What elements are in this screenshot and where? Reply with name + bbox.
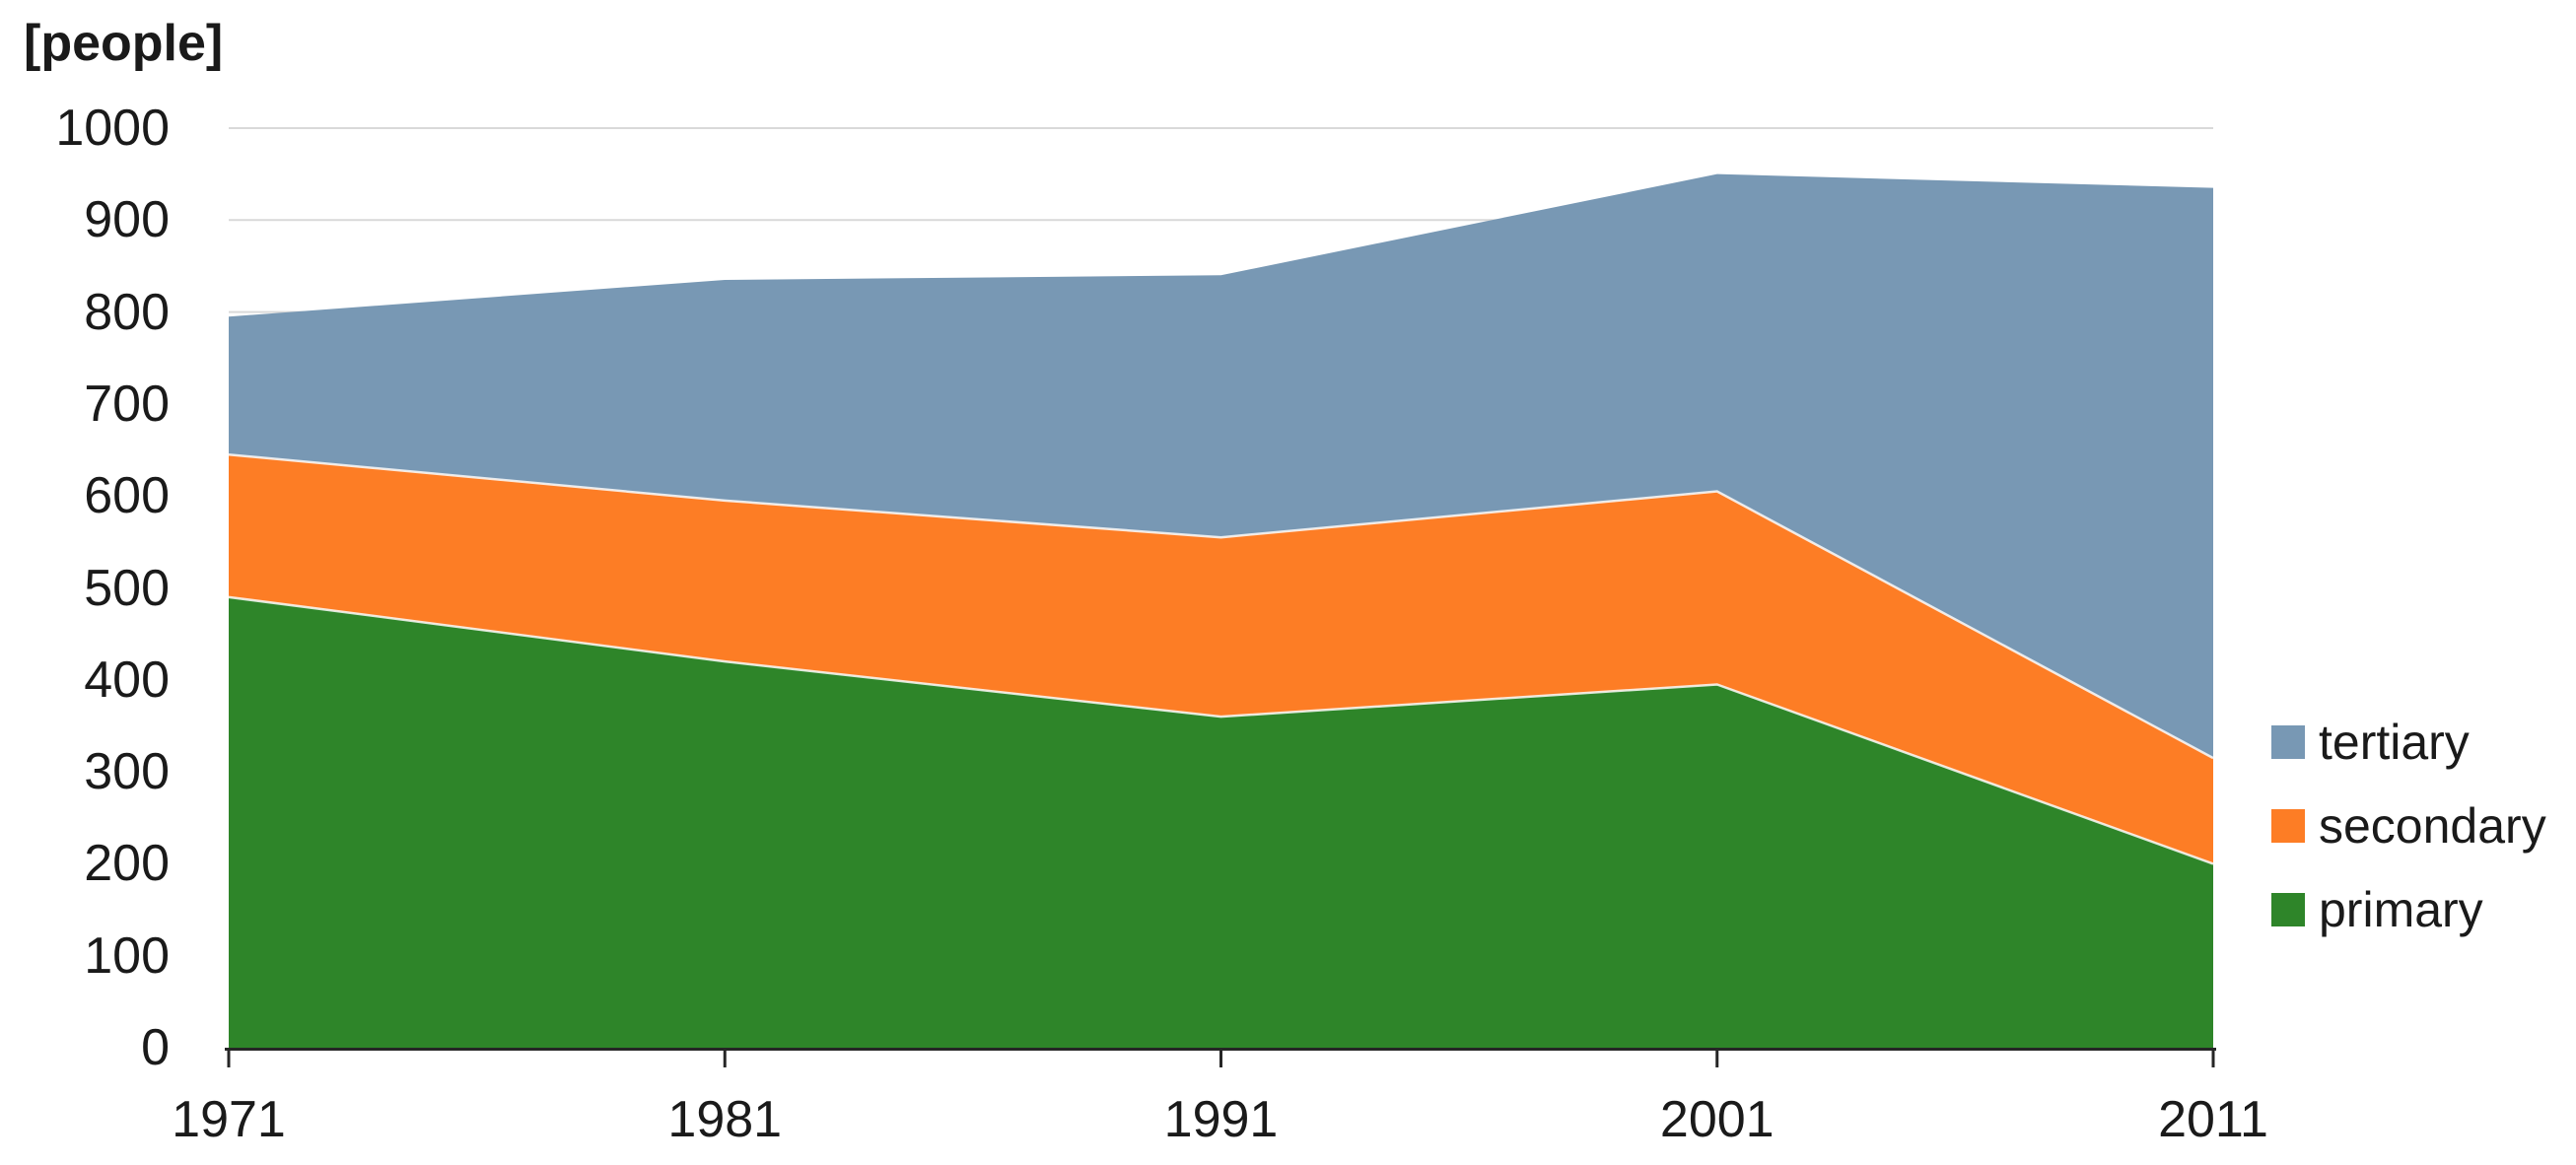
legend-item-secondary: secondary	[2271, 798, 2546, 854]
legend-swatch-tertiary	[2271, 725, 2305, 759]
y-tick-label-200: 200	[84, 835, 170, 893]
x-tick-label-2011: 2011	[2158, 1091, 2268, 1148]
y-tick-label-800: 800	[84, 283, 170, 341]
y-tick-label-700: 700	[84, 375, 170, 433]
area-tertiary	[229, 173, 2213, 759]
legend-swatch-primary	[2271, 893, 2305, 926]
y-tick-label-300: 300	[84, 743, 170, 801]
area-primary	[229, 596, 2213, 1048]
x-tick-label-1991: 1991	[1163, 1091, 1279, 1148]
legend-item-primary: primary	[2271, 882, 2483, 937]
y-axis-unit-label: [people]	[24, 15, 224, 72]
y-tick-label-400: 400	[84, 651, 170, 709]
x-tick-label-2001: 2001	[1659, 1091, 1775, 1148]
legend-label-primary: primary	[2319, 882, 2483, 937]
legend-label-tertiary: tertiary	[2319, 715, 2470, 770]
y-tick-label-600: 600	[84, 467, 170, 525]
legend-swatch-secondary	[2271, 809, 2305, 843]
area-secondary	[229, 454, 2213, 864]
y-tick-label-500: 500	[84, 559, 170, 617]
x-tick-label-1981: 1981	[667, 1091, 783, 1148]
legend-item-tertiary: tertiary	[2271, 715, 2470, 770]
boundary-primary-top	[228, 595, 2214, 865]
boundary-secondary-top	[228, 452, 2214, 760]
x-tick-label-1971: 1971	[172, 1091, 286, 1148]
y-tick-label-100: 100	[84, 926, 170, 985]
legend-label-secondary: secondary	[2319, 798, 2546, 854]
y-tick-label-900: 900	[84, 191, 170, 249]
y-tick-label-0: 0	[141, 1019, 170, 1076]
y-tick-label-1000: 1000	[55, 100, 170, 157]
